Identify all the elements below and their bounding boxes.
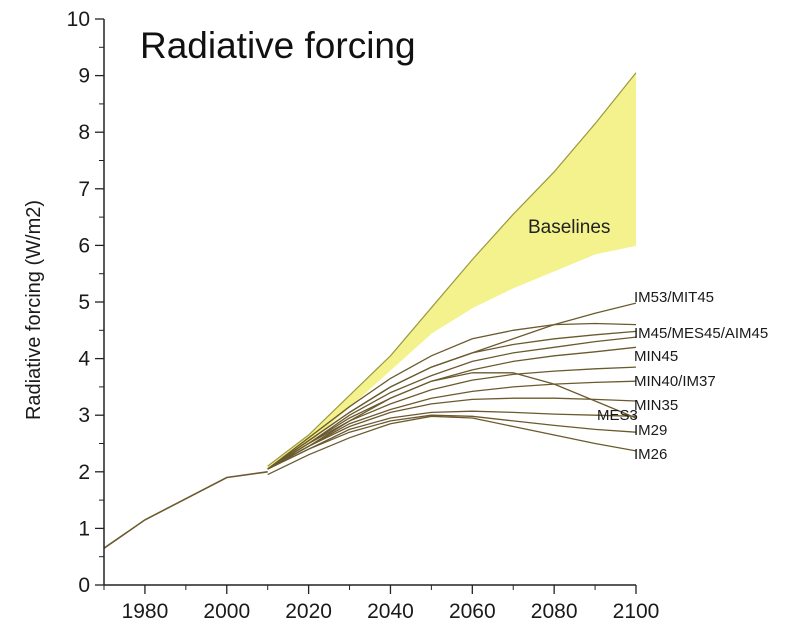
- scenario-line-min35: [267, 397, 637, 470]
- series-label-im26: IM26: [634, 446, 667, 463]
- x-tick-label: 2020: [285, 600, 332, 623]
- series-label-im29: IM29: [634, 422, 667, 439]
- axes-layer: 0 1 2 3 4 5 6 7 8 9 10 1980 2000 2020 2040 2060 2080 2100: [67, 8, 660, 623]
- scenario-line-min45: [267, 346, 637, 470]
- x-tick-label: 2080: [531, 600, 578, 623]
- baseline-band-upper-edge: [267, 72, 637, 467]
- chart-title: Radiative forcing: [140, 25, 416, 66]
- y-axis-label: Radiative forcing (W/m2): [23, 200, 45, 420]
- scenario-line-im45-mes45-aim45: [267, 322, 637, 470]
- scenario-line-unlabeled-3: [267, 336, 637, 470]
- series-label-min40-im37: MIN40/IM37: [634, 373, 716, 390]
- x-tick-label: 2040: [367, 600, 414, 623]
- series-label-mes3: MES3: [597, 407, 638, 424]
- scenario-line-unlabeled-6: [267, 380, 637, 470]
- series-labels-layer: IM53/MIT45 IM45/MES45/AIM45 MIN45 MIN40/IM3…: [597, 289, 768, 463]
- x-tick-label: 2060: [449, 600, 496, 623]
- scenario-line-im29: [267, 414, 637, 470]
- scenario-line-unlabeled-2: [267, 330, 637, 470]
- y-tick-label: 8: [78, 121, 90, 144]
- baselines-label: Baselines: [528, 217, 610, 238]
- y-tick-label: 3: [78, 404, 90, 427]
- series-label-im53-mit45: IM53/MIT45: [634, 289, 714, 306]
- y-tick-label: 2: [78, 461, 90, 484]
- scenario-line-min40-im37: [267, 366, 637, 470]
- y-tick-label: 6: [78, 234, 90, 257]
- y-tick-label: 9: [78, 65, 90, 88]
- baseline-band-layer: Baselines: [267, 72, 637, 470]
- scenario-line-unlabeled-9: [267, 410, 637, 470]
- y-tick-label: 7: [78, 178, 90, 201]
- y-tick-label: 0: [78, 574, 90, 597]
- y-tick-label: 1: [78, 517, 90, 540]
- scenario-line-mes3: [267, 372, 637, 470]
- scenario-line-im26: [267, 415, 637, 476]
- series-label-im45-mes45-aim45: IM45/MES45/AIM45: [634, 325, 768, 342]
- y-tick-label: 10: [67, 8, 90, 31]
- x-tick-label: 2100: [613, 600, 660, 623]
- x-tick-label: 2000: [203, 600, 250, 623]
- scenario-lines-layer: [103, 302, 637, 549]
- series-label-min35: MIN35: [634, 397, 678, 414]
- historical-line: [103, 471, 268, 549]
- x-tick-label: 1980: [122, 600, 169, 623]
- y-tick-label: 5: [78, 291, 90, 314]
- y-tick-label: 4: [78, 348, 90, 371]
- series-label-min45: MIN45: [634, 348, 678, 365]
- baseline-band-lower-edge: [267, 244, 637, 470]
